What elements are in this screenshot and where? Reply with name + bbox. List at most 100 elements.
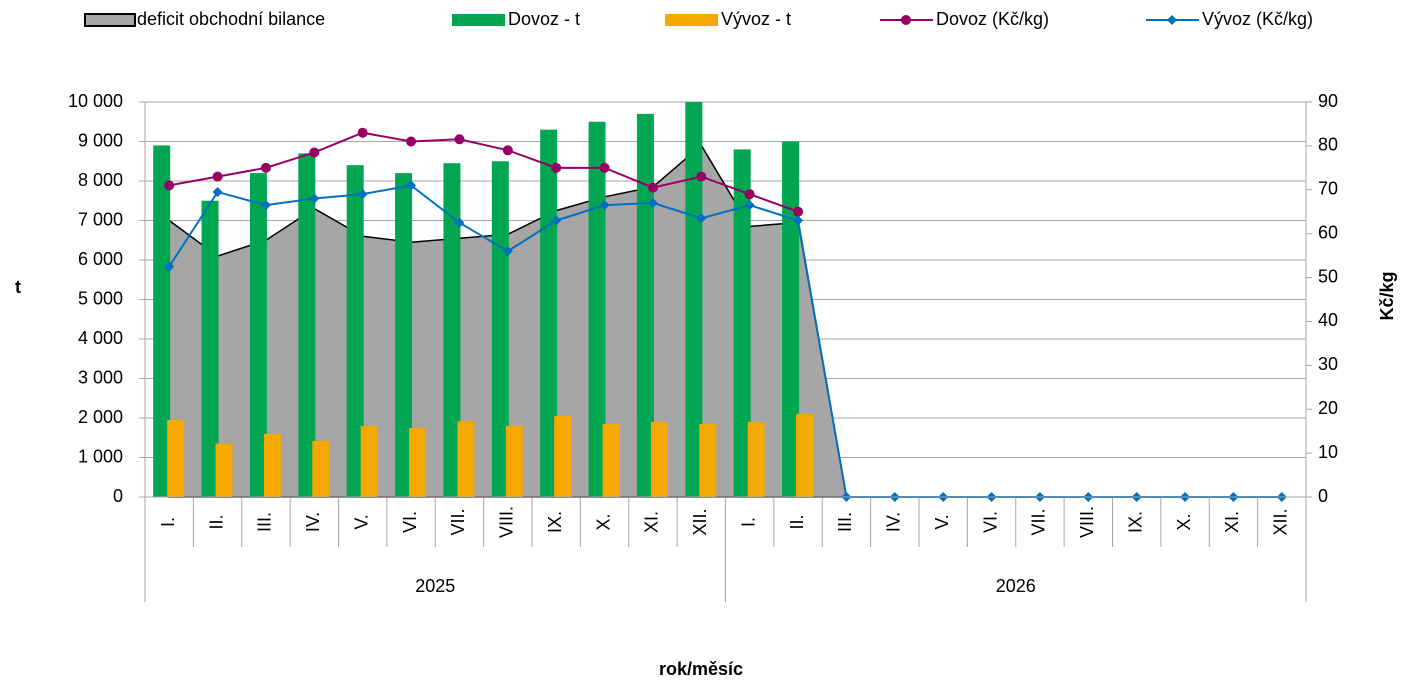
y-tick-label: 8 000 — [78, 170, 123, 190]
bar — [588, 121, 606, 497]
bar — [346, 165, 364, 497]
y-tick-label: 1 000 — [78, 446, 123, 466]
x-tick-label: X. — [1174, 513, 1194, 530]
point — [696, 213, 707, 224]
bar — [505, 425, 523, 497]
y2-tick-label: 20 — [1318, 398, 1338, 418]
y-tick-label: 4 000 — [78, 328, 123, 348]
x-tick-label: IX. — [1125, 511, 1145, 533]
x-tick-label: VIII. — [1077, 506, 1097, 538]
point — [406, 180, 417, 191]
bar — [699, 423, 717, 497]
y-tick-label: 5 000 — [78, 288, 123, 308]
point — [647, 182, 658, 193]
y-tick-label: 10 000 — [68, 91, 123, 111]
y-axis-title: t — [15, 277, 21, 297]
y-tick-label: 6 000 — [78, 249, 123, 269]
bar — [298, 153, 316, 497]
legend-label: Dovoz (Kč/kg) — [936, 9, 1049, 29]
y-tick-label: 2 000 — [78, 407, 123, 427]
point — [309, 193, 320, 204]
x-tick-label: XII. — [1271, 508, 1291, 535]
bar — [796, 414, 814, 497]
point — [551, 215, 562, 226]
legend-marker — [1167, 15, 1177, 25]
point — [212, 186, 223, 197]
point — [357, 127, 368, 138]
point — [164, 261, 175, 272]
point — [357, 189, 368, 200]
x-tick-label: VI. — [400, 511, 420, 533]
bar — [747, 421, 765, 497]
y2-tick-label: 90 — [1318, 91, 1338, 111]
legend-label: Vývoz (Kč/kg) — [1202, 9, 1313, 29]
y2-axis-title: Kč/kg — [1377, 271, 1397, 320]
point — [454, 134, 465, 145]
point — [454, 217, 465, 228]
bar — [733, 149, 751, 497]
x-tick-label: XII. — [690, 508, 710, 535]
x-tick-label: III. — [255, 512, 275, 532]
bar — [153, 145, 171, 497]
x-tick-label: II. — [787, 514, 807, 529]
bar — [409, 427, 427, 497]
legend-label: Vývoz - t — [721, 9, 791, 29]
point — [744, 189, 755, 200]
bar — [201, 200, 219, 497]
x-tick-label: VIII. — [497, 506, 517, 538]
y-tick-label: 9 000 — [78, 130, 123, 150]
y2-tick-label: 30 — [1318, 354, 1338, 374]
bar — [782, 141, 800, 497]
bar — [395, 173, 413, 497]
legend-swatch — [452, 14, 505, 26]
point — [164, 180, 175, 191]
y-tick-label: 7 000 — [78, 209, 123, 229]
point — [406, 136, 417, 147]
point — [793, 206, 804, 217]
legend-marker — [901, 15, 911, 25]
y2-tick-label: 80 — [1318, 135, 1338, 155]
bar — [215, 443, 233, 497]
bar — [360, 425, 378, 497]
bar — [457, 421, 475, 497]
legend-swatch — [84, 13, 136, 27]
bar — [263, 433, 281, 497]
y2-tick-label: 0 — [1318, 486, 1328, 506]
point — [212, 171, 223, 182]
bar — [685, 102, 703, 497]
bar — [312, 440, 330, 497]
point — [502, 145, 513, 156]
x-tick-label: V. — [351, 514, 371, 529]
point — [599, 162, 610, 173]
x-tick-label: XI. — [1222, 511, 1242, 533]
bar — [602, 423, 620, 497]
y-tick-label: 0 — [113, 486, 123, 506]
y2-tick-label: 10 — [1318, 442, 1338, 462]
x-tick-label: V. — [932, 514, 952, 529]
x-tick-label: VII. — [1029, 508, 1049, 535]
y2-tick-label: 70 — [1318, 179, 1338, 199]
line — [169, 131, 799, 213]
group-label: 2025 — [415, 576, 455, 596]
x-tick-label: X. — [593, 513, 613, 530]
group-label: 2026 — [996, 576, 1036, 596]
point — [647, 197, 658, 208]
area — [168, 144, 1282, 498]
x-tick-label: IX. — [545, 511, 565, 533]
legend-label: deficit obchodní bilance — [137, 9, 325, 29]
point — [696, 171, 707, 182]
x-tick-label: VI. — [980, 511, 1000, 533]
bar — [249, 173, 267, 497]
point — [793, 215, 804, 226]
x-tick-label: IV. — [884, 512, 904, 532]
x-tick-label: I. — [158, 517, 178, 527]
legend-swatch — [665, 14, 718, 26]
point — [744, 200, 755, 211]
y2-tick-label: 50 — [1318, 266, 1338, 286]
point — [260, 200, 271, 211]
y2-tick-label: 40 — [1318, 310, 1338, 330]
x-tick-label: IV. — [303, 512, 323, 532]
point — [551, 162, 562, 173]
y2-tick-label: 60 — [1318, 222, 1338, 242]
